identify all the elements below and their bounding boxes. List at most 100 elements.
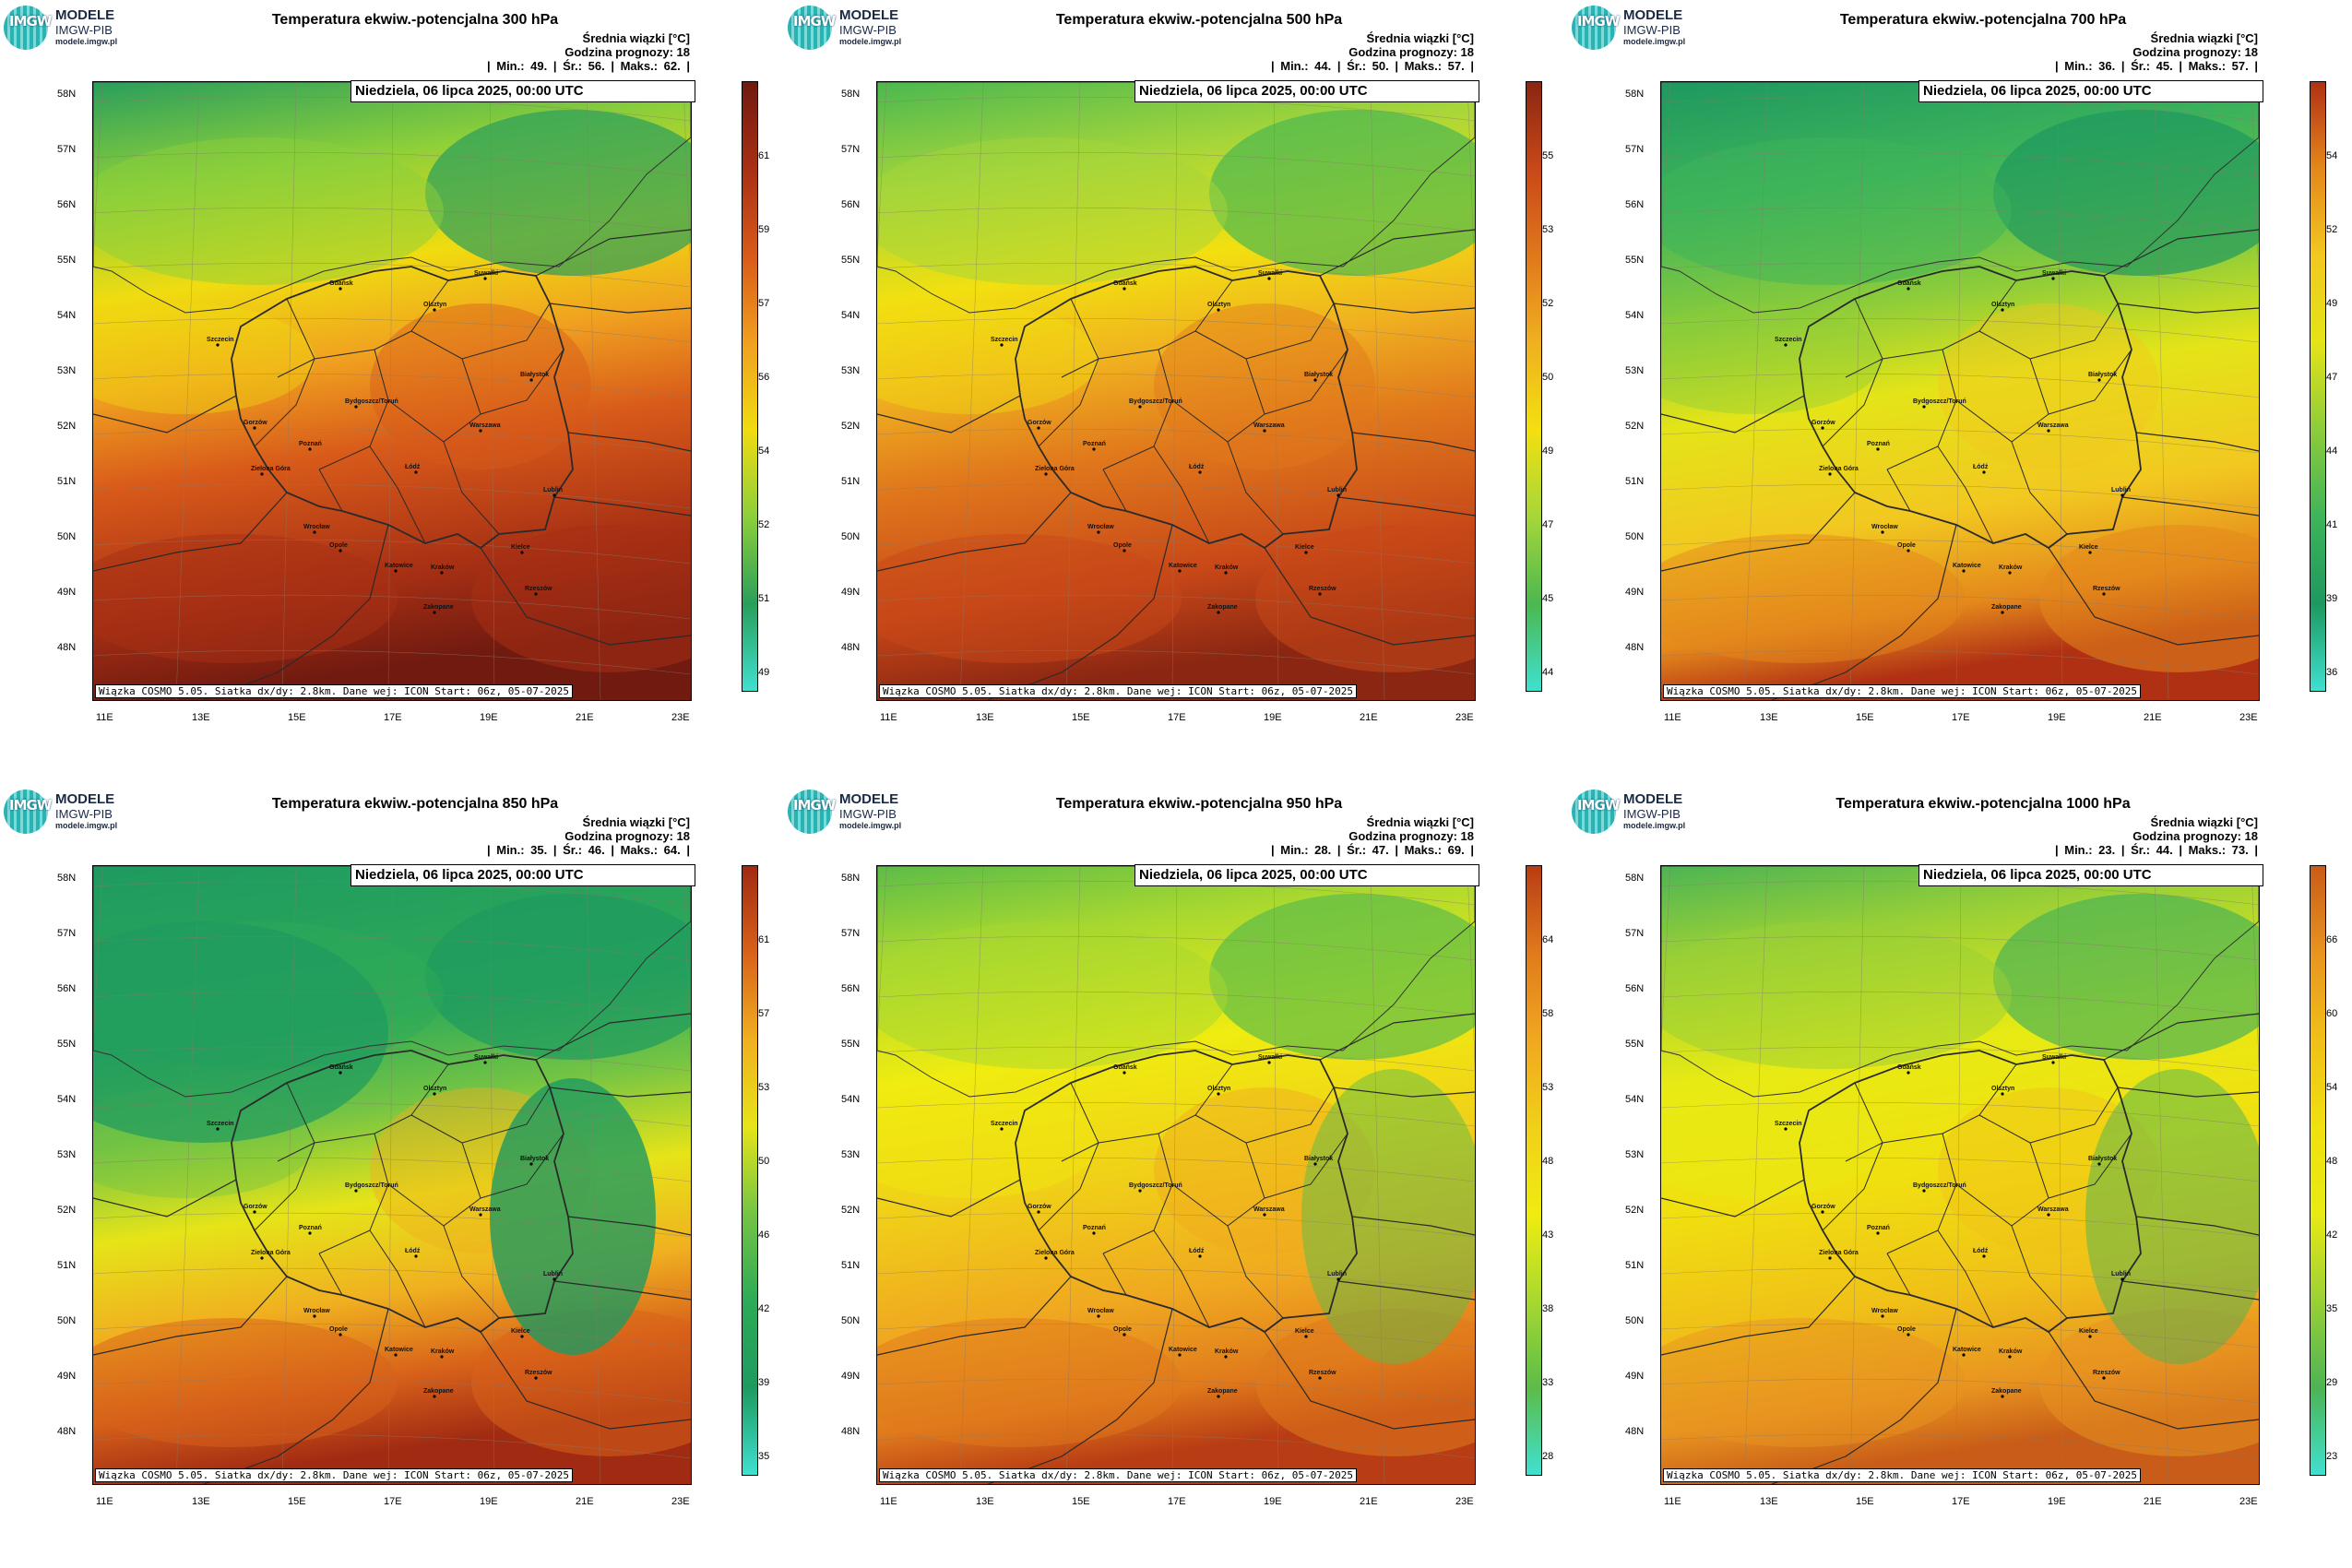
longitude-label: 19E — [1264, 1496, 1282, 1507]
latitude-label: 52N — [1625, 421, 1645, 432]
map-canvas[interactable]: Gdańsk Olsztyn Suwałki Szczecin Białystok Byd… — [93, 82, 691, 700]
city-marker — [1138, 1189, 1142, 1193]
city-label: Zielona Góra — [1035, 1250, 1075, 1256]
city-marker — [2047, 429, 2050, 433]
colorbar — [2310, 865, 2326, 1476]
city-marker — [1092, 1231, 1096, 1235]
logo-url: modele.imgw.pl — [839, 37, 902, 46]
city-label: Poznań — [1083, 1225, 1106, 1231]
city-marker — [1178, 569, 1182, 573]
colorbar-tick: 60 — [2326, 1008, 2338, 1019]
colorbar-tick: 49 — [2326, 298, 2338, 309]
colorbar-tick: 35 — [2326, 1303, 2338, 1314]
latitude-label: 50N — [1625, 531, 1645, 542]
map-canvas[interactable]: Gdańsk Olsztyn Suwałki Szczecin Białystok Byd… — [1661, 866, 2259, 1484]
city-label: Rzeszów — [525, 1370, 552, 1376]
longitude-label: 23E — [671, 712, 690, 723]
city-label: Poznań — [1867, 1225, 1890, 1231]
city-label: Zakopane — [1991, 1388, 2022, 1395]
city-label: Gorzów — [1028, 420, 1051, 426]
colorbar-tick: 49 — [758, 667, 770, 678]
city-label: Gdańsk — [1897, 1064, 1921, 1071]
latitude-label: 48N — [57, 1426, 77, 1437]
city-label: Kielce — [511, 1328, 530, 1335]
latitude-label: 54N — [57, 310, 77, 321]
city-marker — [414, 470, 418, 474]
city-marker — [1097, 530, 1100, 534]
latitude-label: 53N — [57, 1149, 77, 1160]
city-marker — [1044, 1256, 1048, 1260]
stats-values: | Min.: 28. | Śr.: 47. | Maks.: 69. | — [1270, 843, 1474, 857]
logo-mark: IMGW — [793, 797, 836, 814]
map-canvas[interactable]: Gdańsk Olsztyn Suwałki Szczecin Białystok Byd… — [1661, 82, 2259, 700]
panel-title: Temperatura ekwiw.-potencjalna 850 hPa — [271, 796, 559, 812]
city-marker — [1318, 592, 1322, 596]
city-label: Gorzów — [244, 1204, 267, 1210]
city-label: Opole — [1897, 542, 1916, 549]
latitude-label: 53N — [1625, 1149, 1645, 1160]
longitude-label: 15E — [1856, 1496, 1874, 1507]
latitude-label: 57N — [841, 928, 861, 939]
city-marker — [1263, 1213, 1266, 1217]
map-canvas[interactable]: Gdańsk Olsztyn Suwałki Szczecin Białystok Byd… — [877, 82, 1475, 700]
stats-header: Średnia wiązki [°C] — [1366, 815, 1474, 829]
city-marker — [1217, 1395, 1220, 1398]
colorbar-tick: 57 — [758, 298, 770, 309]
longitude-label: 13E — [976, 712, 994, 723]
temperature-map[interactable]: Gdańsk Olsztyn Suwałki Szczecin Białystok Byd… — [92, 81, 692, 701]
city-marker — [2102, 592, 2106, 596]
city-marker — [2120, 1277, 2124, 1281]
city-label: Suwałki — [1258, 1054, 1282, 1061]
latitude-label: 49N — [1625, 587, 1645, 598]
city-label: Warszawa — [2037, 422, 2069, 429]
valid-date: Niedziela, 06 lipca 2025, 00:00 UTC — [1918, 80, 2263, 102]
colorbar-tick: 49 — [1542, 445, 1554, 457]
city-marker — [1828, 1256, 1832, 1260]
logo-subtitle: IMGW-PIB — [1623, 807, 1681, 821]
valid-date: Niedziela, 06 lipca 2025, 00:00 UTC — [350, 80, 695, 102]
longitude-label: 13E — [1760, 1496, 1778, 1507]
colorbar-tick: 41 — [2326, 519, 2338, 530]
city-marker — [520, 1335, 524, 1338]
colorbar-tick: 54 — [758, 445, 770, 457]
city-label: Warszawa — [1253, 422, 1285, 429]
temperature-map[interactable]: Gdańsk Olsztyn Suwałki Szczecin Białystok Byd… — [1660, 81, 2260, 701]
city-label: Kraków — [431, 1348, 455, 1355]
stats-block: Średnia wiązki [°C] Godzina prognozy: 18 |… — [2055, 815, 2258, 857]
colorbar-tick: 55 — [1542, 150, 1554, 161]
city-label: Białystok — [2088, 372, 2117, 378]
longitude-label: 21E — [576, 1496, 594, 1507]
latitude-label: 52N — [841, 1205, 861, 1216]
temperature-map[interactable]: Gdańsk Olsztyn Suwałki Szczecin Białystok Byd… — [876, 865, 1476, 1485]
forecast-hour: Godzina prognozy: 18 — [1348, 45, 1474, 59]
stats-header: Średnia wiązki [°C] — [1366, 31, 1474, 45]
temperature-map[interactable]: Gdańsk Olsztyn Suwałki Szczecin Białystok Byd… — [1660, 865, 2260, 1485]
city-label: Bydgoszcz/Toruń — [1129, 1182, 1182, 1189]
city-marker — [2051, 1061, 2055, 1064]
model-info-footer: Wiązka COSMO 5.05. Siatka dx/dy: 2.8km. … — [879, 684, 1357, 698]
stats-values: | Min.: 44. | Śr.: 50. | Maks.: 57. | — [1270, 59, 1474, 73]
city-marker — [1224, 1355, 1228, 1359]
colorbar-tick: 35 — [758, 1451, 770, 1462]
city-label: Olsztyn — [1991, 1086, 2014, 1092]
city-marker — [440, 1355, 444, 1359]
longitude-label: 21E — [1360, 1496, 1378, 1507]
colorbar-tick: 57 — [758, 1008, 770, 1019]
city-label: Olsztyn — [423, 1086, 446, 1092]
temperature-map[interactable]: Gdańsk Olsztyn Suwałki Szczecin Białystok Byd… — [876, 81, 1476, 701]
colorbar-tick: 28 — [1542, 1451, 1554, 1462]
city-label: Kielce — [2079, 1328, 2098, 1335]
map-canvas[interactable]: Gdańsk Olsztyn Suwałki Szczecin Białystok Byd… — [93, 866, 691, 1484]
temperature-map[interactable]: Gdańsk Olsztyn Suwałki Szczecin Białystok Byd… — [92, 865, 692, 1485]
latitude-label: 50N — [841, 1315, 861, 1326]
stats-values: | Min.: 36. | Śr.: 45. | Maks.: 57. | — [2054, 59, 2258, 73]
city-marker — [216, 1127, 220, 1131]
logo-mark: IMGW — [1577, 13, 1620, 30]
colorbar-tick: 59 — [758, 224, 770, 235]
city-marker — [1336, 1277, 1340, 1281]
map-canvas[interactable]: Gdańsk Olsztyn Suwałki Szczecin Białystok Byd… — [877, 866, 1475, 1484]
city-label: Rzeszów — [525, 586, 552, 592]
city-label: Zielona Góra — [1819, 1250, 1859, 1256]
city-label: Poznań — [299, 441, 322, 447]
city-marker — [2051, 277, 2055, 280]
